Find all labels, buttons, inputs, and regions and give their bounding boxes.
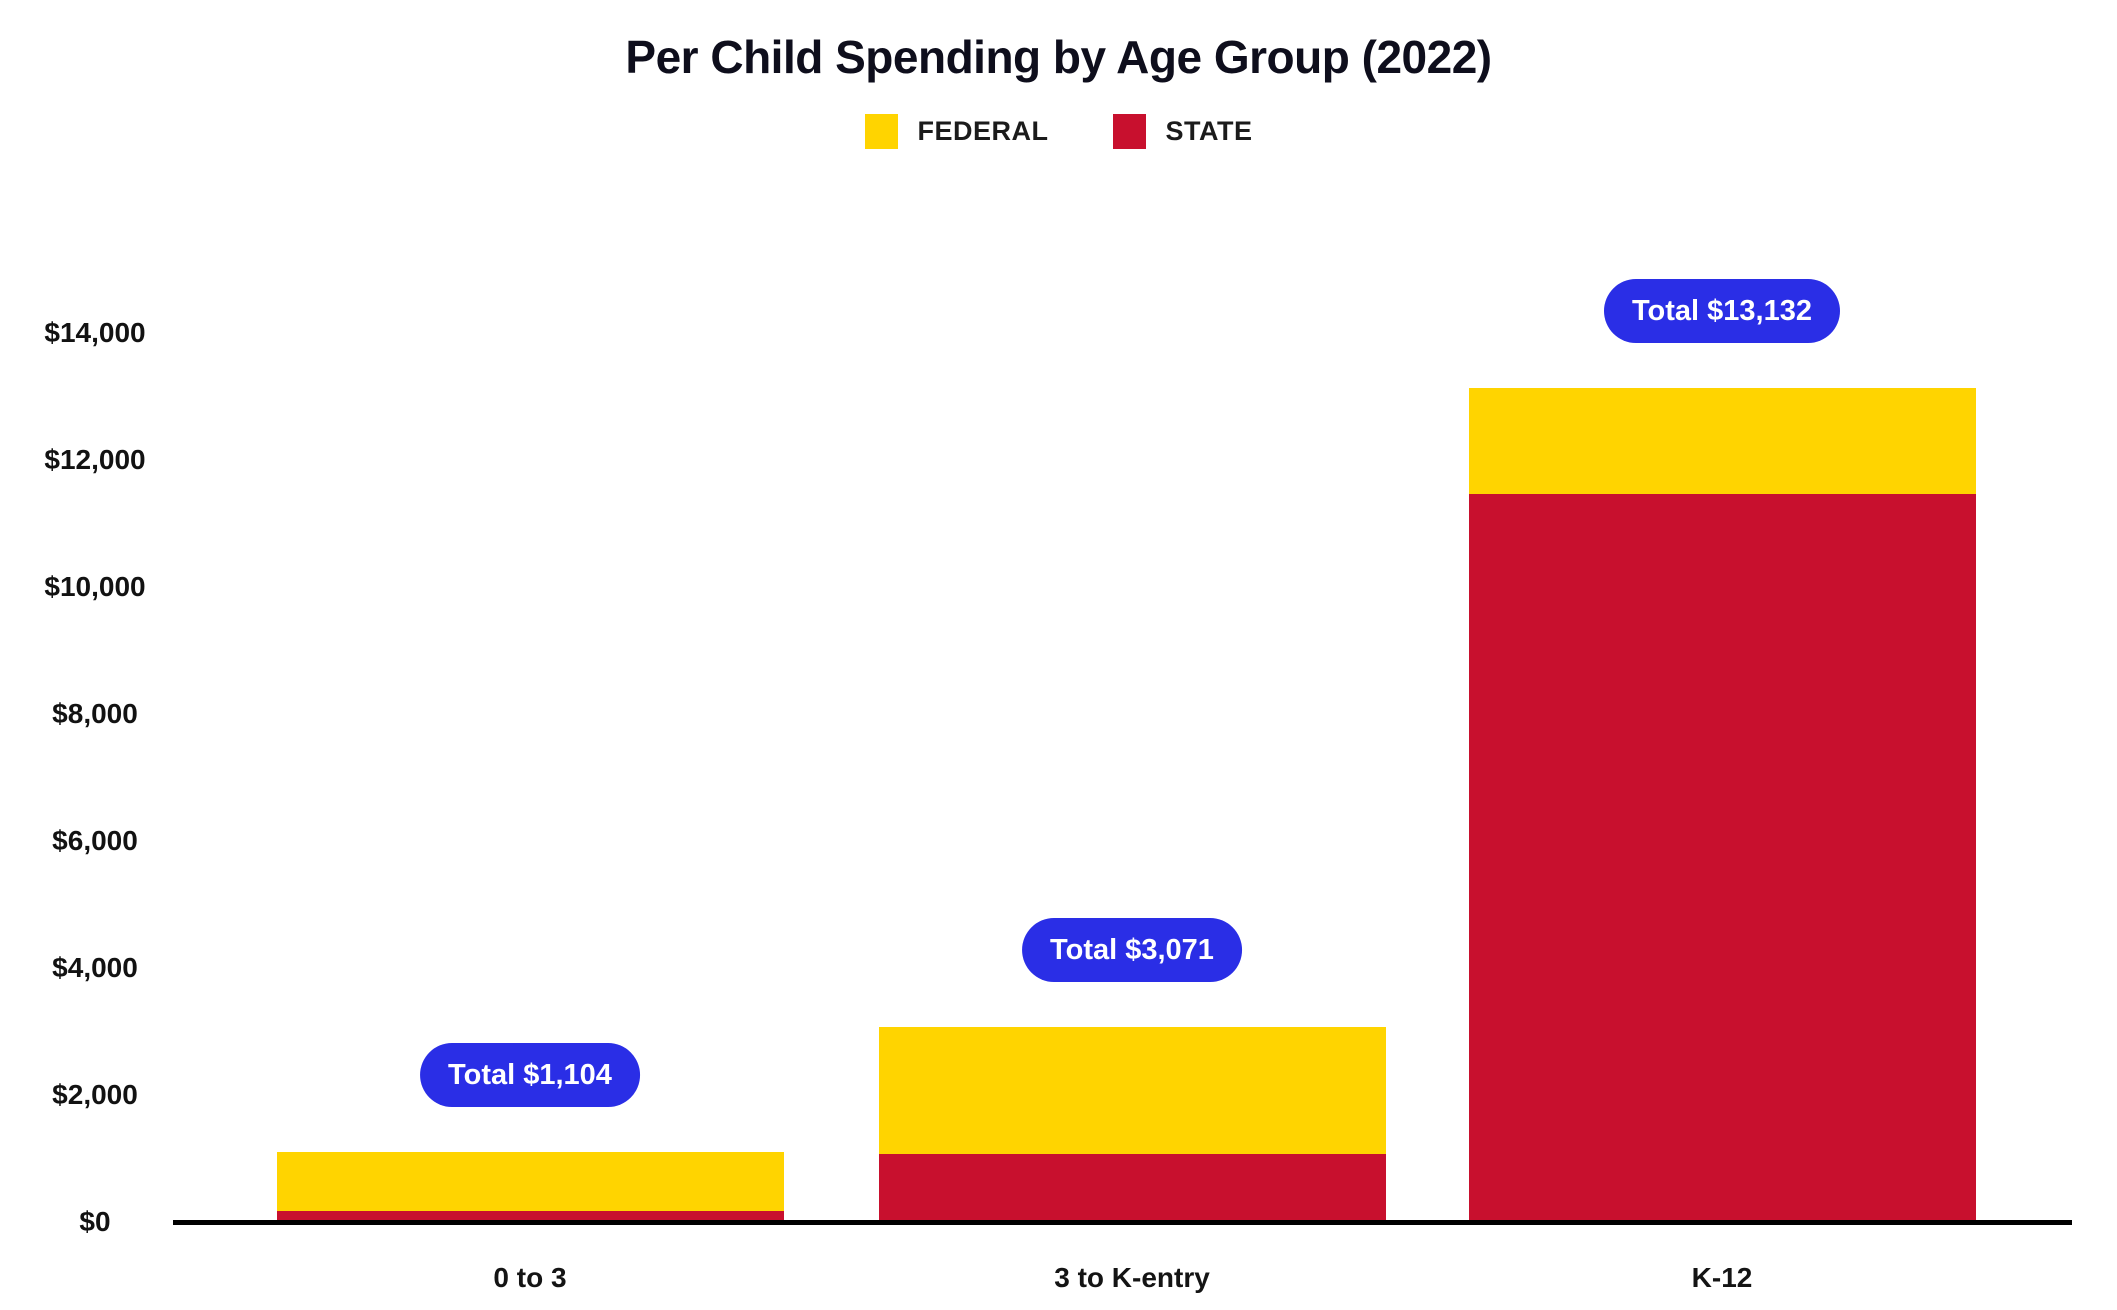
bar-segment-state [277, 1211, 784, 1222]
legend-item-state: STATE [1112, 114, 1253, 149]
y-tick-label: $14,000 [44, 317, 146, 348]
total-badge: Total $13,132 [1603, 279, 1841, 343]
legend-swatch-federal-icon [864, 114, 898, 149]
bar-segment-state [879, 1154, 1386, 1222]
x-axis-label: 0 to 3 [493, 1262, 567, 1293]
y-tick-label: $10,000 [44, 571, 146, 602]
bar-segment-federal [1469, 388, 1976, 494]
y-tick-label: $12,000 [44, 444, 146, 475]
legend-label: FEDERAL [917, 116, 1049, 146]
x-axis-label: 3 to K-entry [1054, 1262, 1210, 1293]
total-badge: Total $1,104 [420, 1043, 640, 1107]
x-axis-label: K-12 [1691, 1262, 1753, 1293]
bar-segment-federal [879, 1027, 1386, 1154]
legend-swatch-state-icon [1112, 114, 1146, 149]
y-tick-label: $0 [79, 1206, 111, 1237]
legend-label: STATE [1165, 116, 1253, 146]
legend: FEDERAL STATE [0, 114, 2117, 149]
y-tick-label: $8,000 [52, 698, 138, 729]
chart-title: Per Child Spending by Age Group (2022) [625, 31, 1492, 83]
y-tick-label: $2,000 [52, 1079, 138, 1110]
total-badge: Total $3,071 [1022, 918, 1242, 982]
y-tick-label: $4,000 [52, 952, 138, 983]
legend-item-federal: FEDERAL [864, 114, 1049, 149]
x-axis-line [173, 1220, 2072, 1225]
bar-segment-state [1469, 494, 1976, 1222]
y-tick-label: $6,000 [52, 825, 138, 856]
bar-segment-federal [277, 1152, 784, 1211]
